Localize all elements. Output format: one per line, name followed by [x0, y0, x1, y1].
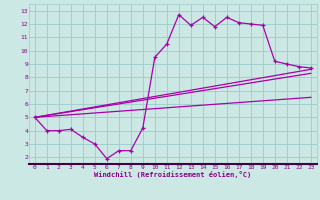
X-axis label: Windchill (Refroidissement éolien,°C): Windchill (Refroidissement éolien,°C) [94, 171, 252, 178]
